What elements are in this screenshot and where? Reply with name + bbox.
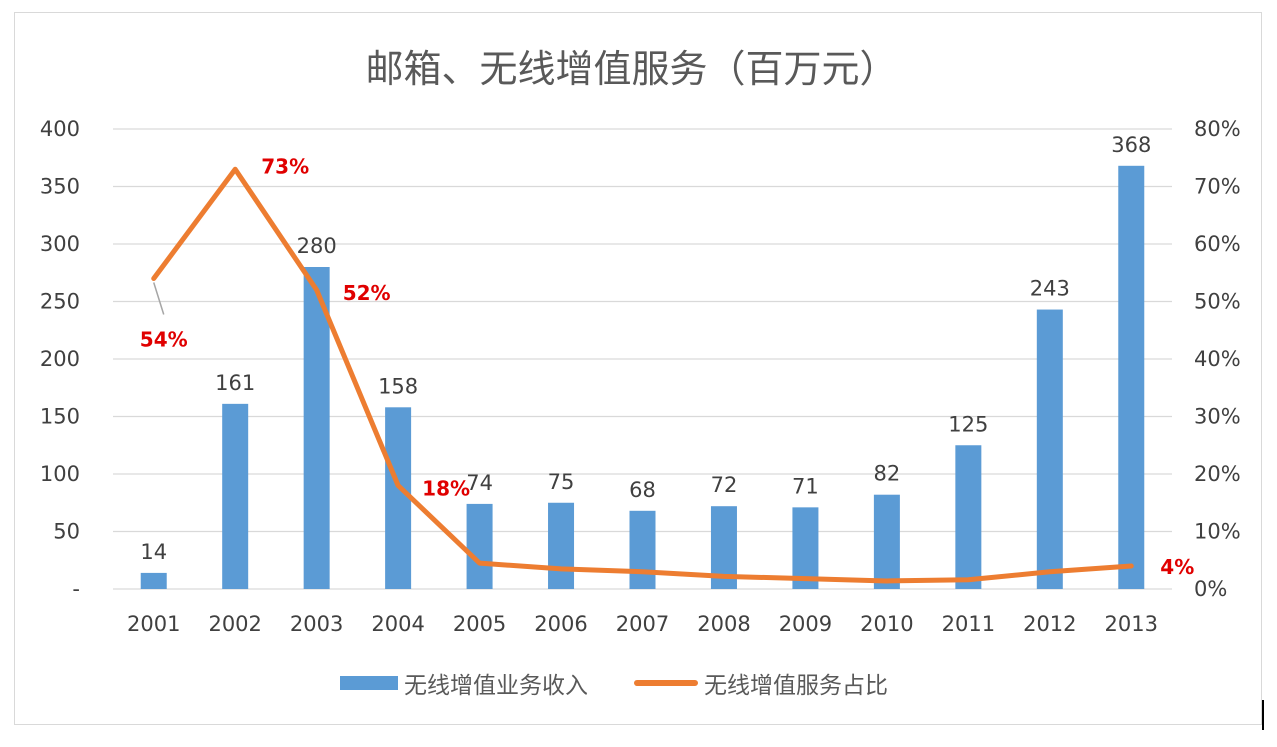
chart-title: 邮箱、无线增值服务（百万元）: [365, 47, 898, 91]
x-tick-label: 2010: [860, 612, 913, 636]
x-tick-label: 2011: [942, 612, 995, 636]
bar-value-label: 158: [378, 374, 418, 398]
x-axis: 2001 2002 2003 2004 2005 2006 2007 2008 2009 2010…: [127, 612, 1158, 636]
right-tick-label: 10%: [1194, 520, 1241, 544]
x-tick-label: 2009: [779, 612, 832, 636]
line-value-label: 4%: [1160, 555, 1194, 579]
line-series: [151, 166, 1134, 584]
line-value-label: 73%: [261, 154, 309, 178]
bar-value-label: 72: [711, 473, 738, 497]
bar-value-label: 82: [874, 462, 901, 486]
x-tick-label: 2001: [127, 612, 180, 636]
bar-value-label: 368: [1111, 133, 1151, 157]
line-value-label: 54%: [140, 328, 188, 352]
bar: [385, 407, 412, 589]
line-value-label: 52%: [343, 281, 391, 305]
bar: [873, 494, 900, 589]
bar-value-label: 280: [297, 234, 337, 258]
left-tick-label: 250: [40, 290, 80, 314]
right-tick-label: 50%: [1194, 290, 1241, 314]
gridlines: [113, 128, 1172, 590]
x-tick-label: 2007: [616, 612, 669, 636]
x-tick-label: 2006: [534, 612, 587, 636]
bar-value-label: 75: [548, 470, 575, 494]
line-path: [151, 166, 1134, 584]
bar: [466, 503, 493, 589]
left-tick-label: -: [72, 577, 80, 601]
bar: [955, 445, 982, 589]
bar: [1036, 309, 1063, 589]
chart-frame: [14, 12, 1262, 725]
right-tick-label: 20%: [1194, 462, 1241, 486]
right-tick-label: 80%: [1194, 117, 1241, 141]
bar: [1118, 165, 1145, 590]
bar: [792, 507, 819, 589]
left-tick-label: 400: [40, 117, 80, 141]
legend-line-label: 无线增值服务占比: [704, 673, 888, 699]
bar: [629, 510, 656, 589]
bar-series: [140, 165, 1145, 590]
legend-item-bar[interactable]: 无线增值业务收入: [340, 666, 588, 700]
left-tick-label: 300: [40, 232, 80, 256]
left-tick-label: 50: [53, 520, 80, 544]
bar-value-label: 71: [792, 474, 819, 498]
x-tick-label: 2005: [453, 612, 506, 636]
label-leader-line: [153, 282, 165, 315]
bar-value-label: 74: [466, 471, 493, 495]
bar-value-label: 125: [948, 412, 988, 436]
right-y-axis: 0% 10% 20% 30% 40% 50% 60% 70% 80%: [1194, 117, 1241, 601]
legend-line-swatch: [634, 680, 698, 686]
x-tick-label: 2013: [1105, 612, 1158, 636]
text-cursor: [1262, 700, 1264, 730]
x-tick-label: 2004: [371, 612, 424, 636]
right-tick-label: 0%: [1194, 577, 1227, 601]
legend-item-line[interactable]: 无线增值服务占比: [634, 666, 888, 700]
legend-bar-label: 无线增值业务收入: [404, 673, 588, 699]
bar-value-label: 14: [140, 540, 167, 564]
left-tick-label: 200: [40, 347, 80, 371]
legend: 无线增值业务收入 无线增值服务占比: [340, 666, 934, 700]
x-tick-label: 2008: [697, 612, 750, 636]
bar-value-label: 68: [629, 478, 656, 502]
right-tick-label: 70%: [1194, 175, 1241, 199]
bar-value-label: 243: [1030, 277, 1070, 301]
line-data-labels: 54% 73% 52% 18% 4%: [140, 154, 1194, 579]
line-value-label: 18%: [422, 477, 470, 501]
left-tick-label: 350: [40, 175, 80, 199]
bar-value-label: 161: [215, 371, 255, 395]
right-tick-label: 40%: [1194, 347, 1241, 371]
x-tick-label: 2012: [1023, 612, 1076, 636]
x-tick-label: 2003: [290, 612, 343, 636]
legend-bar-swatch: [340, 676, 398, 690]
bar: [548, 502, 575, 589]
bar: [140, 572, 167, 589]
right-tick-label: 30%: [1194, 405, 1241, 429]
bar-data-labels: 14 161 280 158 74 75 68 72 71 82 125 243 368: [140, 133, 1151, 564]
right-tick-label: 60%: [1194, 232, 1241, 256]
bar: [303, 267, 330, 589]
left-y-axis: - 50 100 150 200 250 300 350 400: [40, 117, 80, 601]
bar: [222, 403, 249, 589]
x-tick-label: 2002: [208, 612, 261, 636]
left-tick-label: 100: [40, 462, 80, 486]
left-tick-label: 150: [40, 405, 80, 429]
